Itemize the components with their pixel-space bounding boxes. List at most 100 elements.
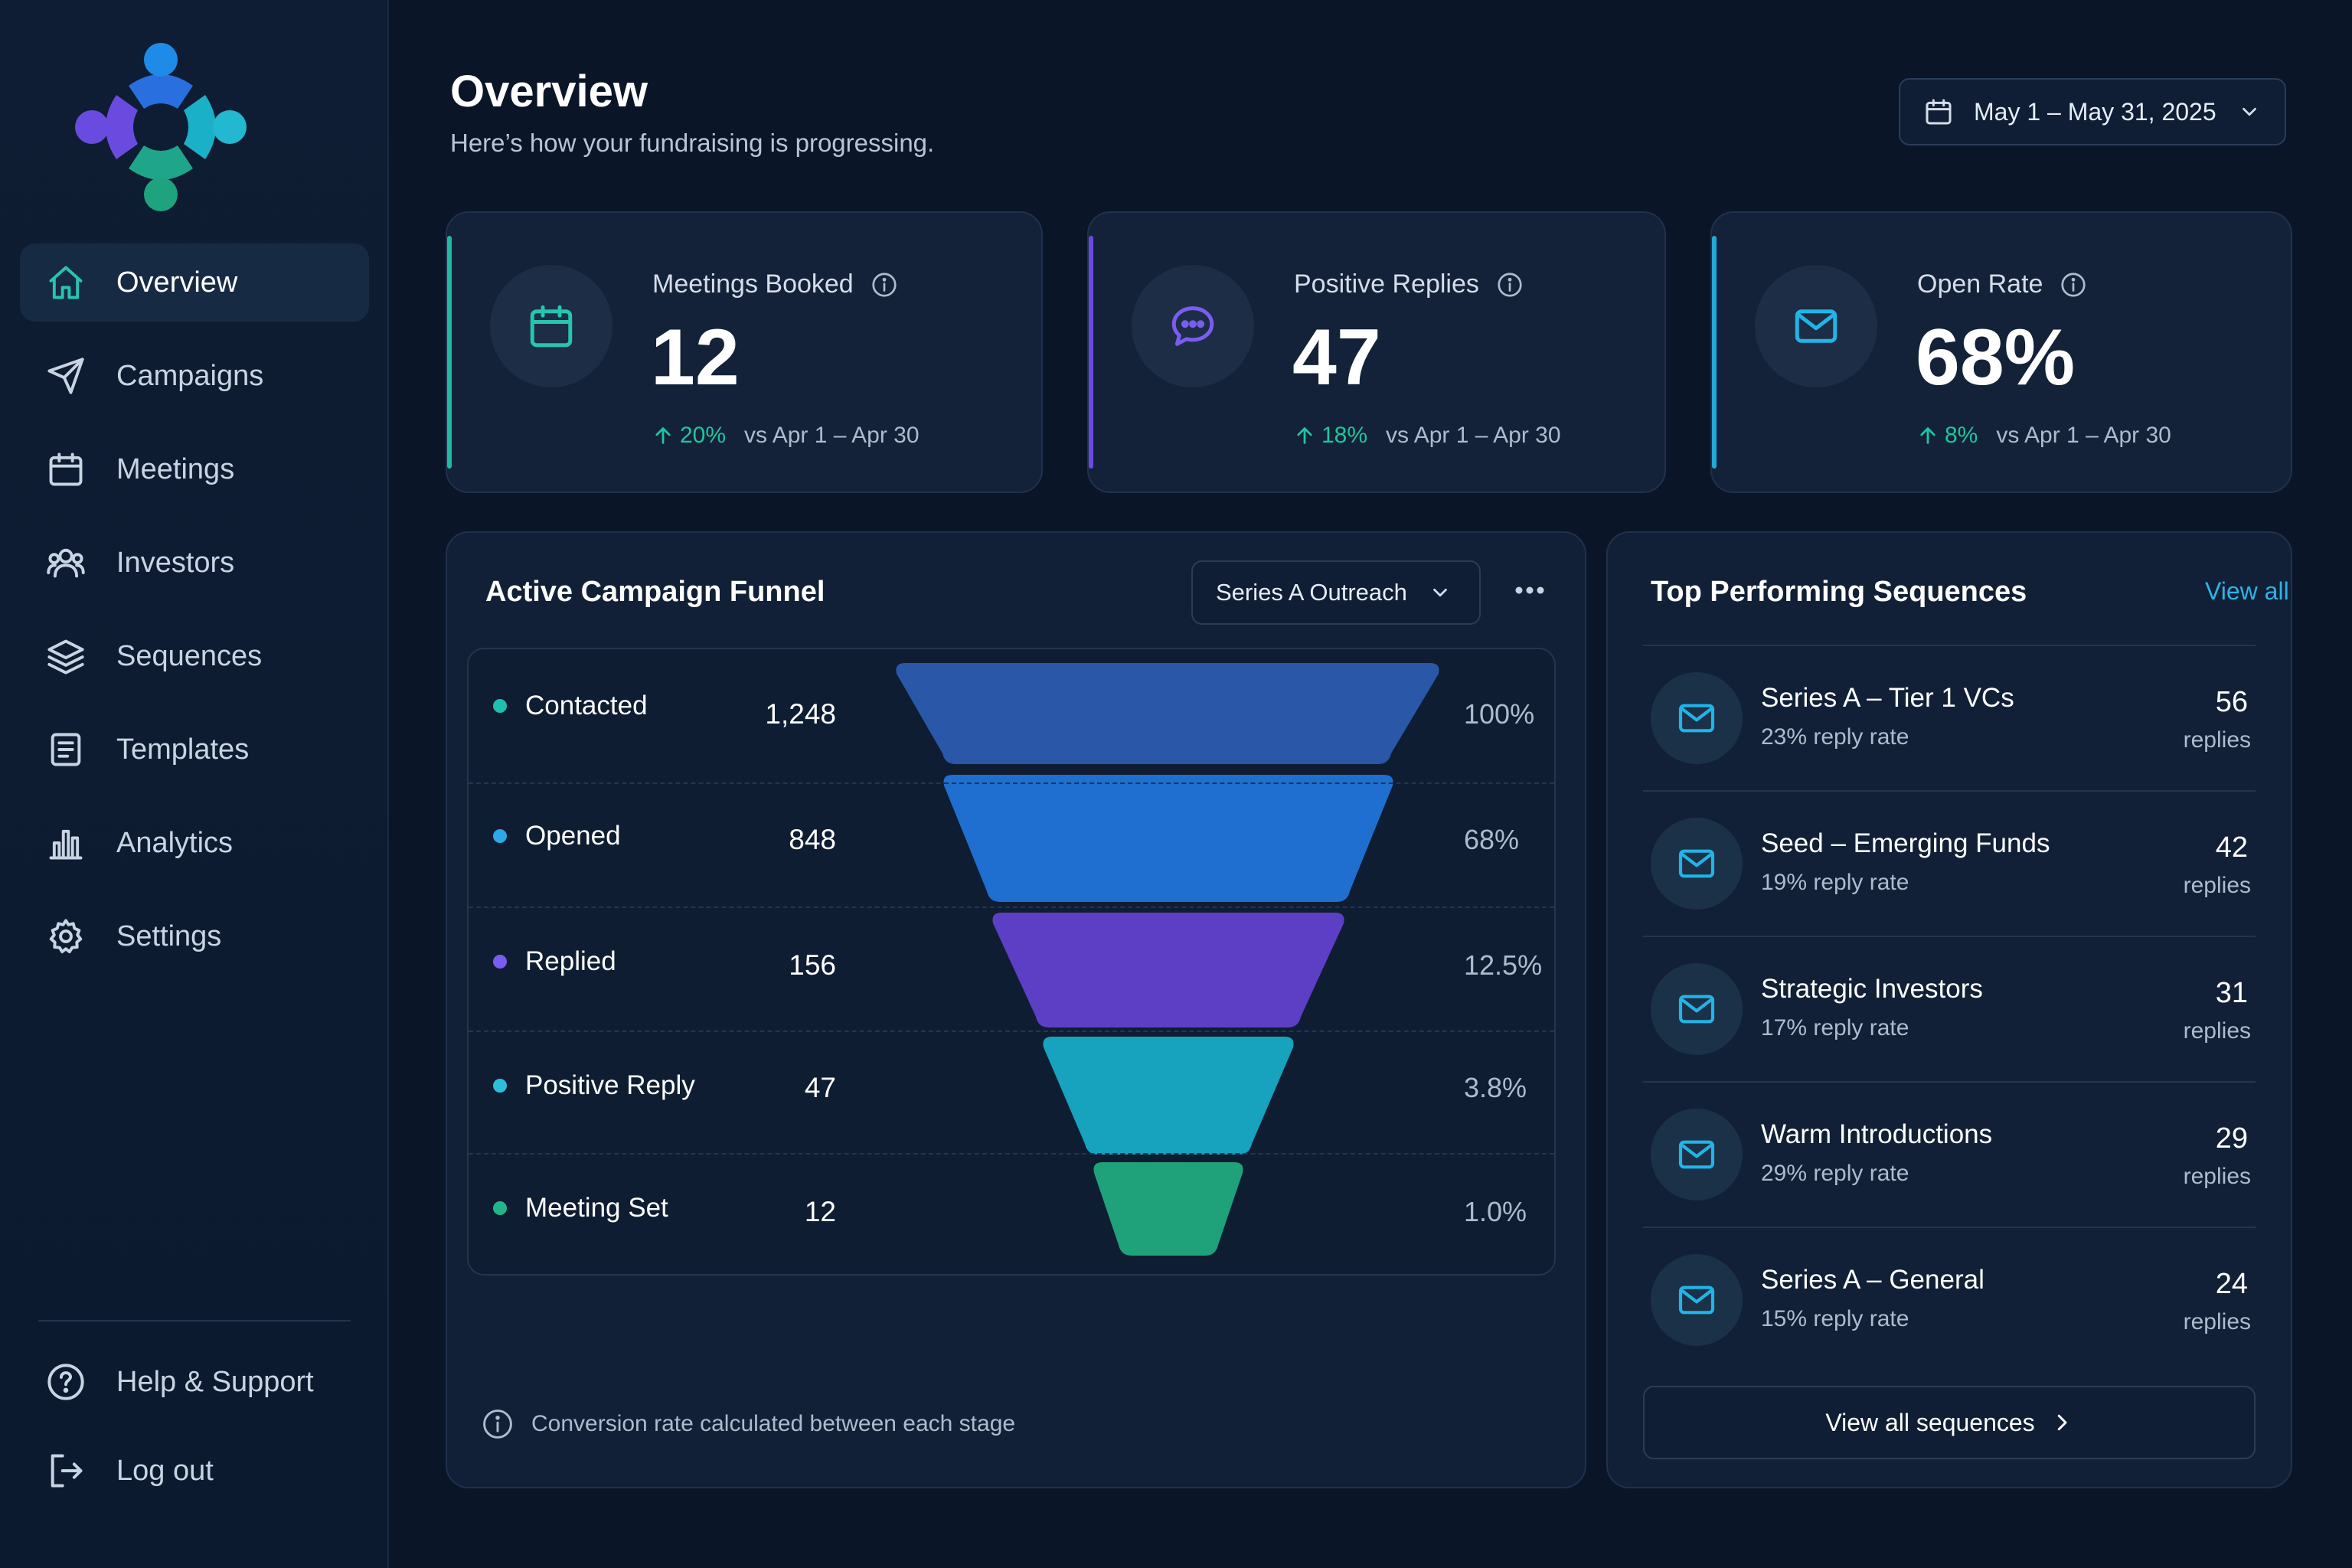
funnel-bar-replied[interactable] — [992, 913, 1344, 1027]
list-item[interactable]: Warm Introductions 29% reply rate 29 rep… — [1643, 1081, 2256, 1227]
kpi-icon-wrap — [490, 265, 612, 387]
calendar-icon — [1926, 99, 1952, 125]
list-item[interactable]: Seed – Emerging Funds 19% reply rate 42 … — [1643, 790, 2256, 936]
sidebar-item-analytics[interactable]: Analytics — [20, 804, 369, 882]
sequence-icon-wrap — [1651, 672, 1743, 764]
calendar-icon — [46, 449, 86, 489]
mail-icon — [1678, 849, 1715, 878]
funnel-bar-positive-reply[interactable] — [1043, 1037, 1294, 1155]
kpi-accent-bar — [1089, 236, 1093, 469]
date-range-value: May 1 – May 31, 2025 — [1974, 97, 2216, 126]
team-logo-icon[interactable] — [74, 40, 248, 213]
kpi-delta-up: 20% — [652, 423, 726, 449]
sidebar-item-settings[interactable]: Settings — [20, 897, 369, 975]
kpi-icon-wrap — [1755, 265, 1877, 387]
info-icon[interactable] — [871, 271, 898, 299]
list-item[interactable]: Series A – Tier 1 VCs 23% reply rate 56 … — [1643, 645, 2256, 790]
funnel-bar-meeting-set[interactable] — [1093, 1162, 1243, 1256]
document-icon — [46, 730, 86, 769]
kpi-accent-bar — [447, 236, 452, 469]
arrow-up-icon — [655, 427, 671, 444]
help-circle-icon — [46, 1362, 86, 1402]
funnel-row-replied: Replied 156 12.5% — [469, 908, 1554, 1032]
stage-dot — [493, 829, 507, 843]
logout-link[interactable]: Log out — [20, 1432, 369, 1510]
stage-percent: 12.5% — [1464, 949, 1543, 981]
mail-icon — [1678, 1285, 1715, 1315]
funnel-row-positive-reply: Positive Reply 47 3.8% — [469, 1032, 1554, 1155]
sidebar-item-label: Meetings — [116, 452, 235, 485]
paper-plane-icon — [46, 356, 86, 396]
stage-name: Replied — [493, 946, 616, 977]
sidebar-item-label: Analytics — [116, 826, 234, 859]
kpi-card-meetings-booked: Meetings Booked 12 20% vs Apr 1 – Apr 30 — [446, 211, 1043, 493]
list-item[interactable]: Strategic Investors 17% reply rate 31 re… — [1643, 936, 2256, 1081]
mail-icon — [1795, 309, 1838, 343]
info-icon[interactable] — [2060, 271, 2087, 299]
info-icon[interactable] — [1496, 271, 1524, 299]
chat-bubble-icon — [1171, 306, 1214, 346]
sequence-reply-rate: 15% reply rate — [1761, 1306, 1909, 1331]
row-separator — [469, 782, 1554, 784]
sidebar-item-investors[interactable]: Investors — [20, 524, 369, 602]
funnel-row-contacted: Contacted 1,248 100% — [469, 649, 1554, 784]
view-all-sequences-button[interactable]: View all sequences — [1643, 1386, 2256, 1459]
kpi-label-text: Open Rate — [1917, 270, 2043, 299]
kpi-icon-wrap — [1132, 265, 1254, 387]
sequence-name: Series A – Tier 1 VCs — [1761, 683, 2014, 713]
sidebar-item-overview[interactable]: Overview — [20, 243, 369, 322]
stage-percent: 3.8% — [1464, 1072, 1527, 1103]
view-all-sequences-label: View all sequences — [1825, 1408, 2035, 1436]
campaign-select[interactable]: Series A Outreach — [1191, 560, 1481, 625]
kpi-label-text: Positive Replies — [1294, 270, 1479, 299]
page-subtitle: Here’s how your fundraising is progressi… — [450, 129, 935, 157]
sequence-name: Seed – Emerging Funds — [1761, 828, 2050, 858]
stage-label: Positive Reply — [525, 1070, 695, 1100]
layers-icon — [46, 636, 86, 676]
more-horizontal-icon — [1515, 586, 1544, 594]
stage-percent: 100% — [1464, 698, 1535, 730]
sequence-reply-rate: 17% reply rate — [1761, 1015, 1909, 1040]
sequence-reply-rate: 29% reply rate — [1761, 1161, 1909, 1186]
more-options-button[interactable] — [1507, 571, 1553, 609]
sidebar-item-sequences[interactable]: Sequences — [20, 617, 369, 695]
stage-dot — [493, 955, 507, 969]
stage-dot — [493, 1079, 507, 1093]
sequence-icon-wrap — [1651, 1254, 1743, 1346]
stage-percent: 68% — [1464, 824, 1520, 855]
sequence-reply-rate: 23% reply rate — [1761, 724, 1909, 750]
sequence-replies-count: 29 — [2215, 1122, 2248, 1155]
sidebar-item-templates[interactable]: Templates — [20, 710, 369, 789]
help-support-link[interactable]: Help & Support — [20, 1343, 369, 1421]
row-separator — [469, 1153, 1554, 1155]
sidebar-item-label: Campaigns — [116, 359, 264, 392]
funnel-bar-contacted[interactable] — [896, 663, 1439, 764]
kpi-compare: vs Apr 1 – Apr 30 — [1386, 423, 1561, 448]
main-content: Overview Here’s how your fundraising is … — [389, 0, 2352, 1568]
stage-label: Meeting Set — [525, 1193, 668, 1223]
sequence-replies-count: 42 — [2215, 831, 2248, 864]
stage-name: Positive Reply — [493, 1070, 695, 1101]
date-range-picker[interactable]: May 1 – May 31, 2025 — [1899, 78, 2286, 145]
list-item[interactable]: Series A – General 15% reply rate 24 rep… — [1643, 1227, 2256, 1372]
chevron-down-icon — [1433, 588, 1447, 597]
sidebar-item-meetings[interactable]: Meetings — [20, 430, 369, 508]
sequence-replies-unit: replies — [2183, 1018, 2251, 1044]
sequence-icon-wrap — [1651, 1109, 1743, 1200]
sequence-icon-wrap — [1651, 818, 1743, 910]
kpi-delta-up: 18% — [1294, 423, 1367, 449]
sequence-reply-rate: 19% reply rate — [1761, 870, 1909, 895]
funnel-bar-opened[interactable] — [943, 775, 1393, 902]
sidebar-item-campaigns[interactable]: Campaigns — [20, 337, 369, 415]
funnel-footnote: Conversion rate calculated between each … — [481, 1407, 1015, 1441]
funnel-card-title: Active Campaign Funnel — [485, 576, 825, 608]
stage-count: 12 — [804, 1196, 836, 1227]
bar-chart-icon — [46, 823, 86, 863]
campaign-select-value: Series A Outreach — [1216, 579, 1407, 606]
sidebar-item-label: Investors — [116, 546, 235, 579]
sidebar-divider — [38, 1320, 351, 1321]
calendar-icon — [530, 305, 573, 348]
sidebar-item-label: Sequences — [116, 639, 263, 672]
view-all-link[interactable]: View all — [2205, 577, 2289, 605]
sequences-card-title: Top Performing Sequences — [1651, 576, 2027, 608]
